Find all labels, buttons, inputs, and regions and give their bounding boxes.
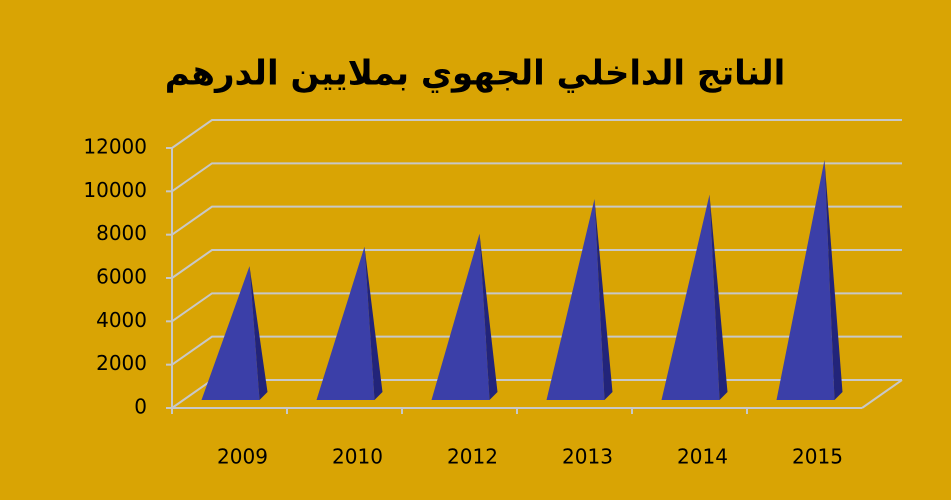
pyramid-side [479,233,498,400]
grid-line [171,292,902,323]
y-tick-label: 4000 [96,308,147,332]
pyramid-face [316,246,375,400]
x-tick-label: 2009 [217,445,268,469]
x-tick-label: 2010 [332,445,383,469]
pyramid [316,246,383,400]
pyramid [661,194,728,400]
grid-line [171,119,902,149]
pyramid-side [824,160,843,400]
pyramid-face [431,233,490,400]
pyramid [431,233,498,400]
pyramid [201,266,268,400]
chart-title: الناتج الداخلي الجهوي بملايين الدرهم [165,54,786,94]
pyramid-side [594,199,613,400]
pyramid-side [249,266,268,400]
pyramid-face [546,199,605,400]
pyramid-face [776,160,835,400]
x-tick-label: 2014 [677,445,728,469]
grid-line [171,205,902,236]
pyramid-face [201,266,260,400]
y-tick-label: 8000 [96,221,147,245]
pyramid [776,160,843,400]
y-tick-label: 2000 [96,351,147,375]
x-tick-label: 2012 [447,445,498,469]
x-tick-label: 2015 [792,445,843,469]
pyramid-face [661,194,720,400]
pyramid-side [709,194,728,400]
x-tick-label: 2013 [562,445,613,469]
floor-edge [861,379,903,409]
y-tick-label: 12000 [83,135,147,159]
grid-line [171,162,902,193]
y-tick-label: 0 [134,395,147,419]
pyramid [546,199,613,400]
grid-line [171,335,902,366]
y-tick-label: 6000 [96,265,147,289]
grid-line [171,249,902,279]
pyramid-side [364,246,383,400]
y-tick-label: 10000 [83,178,147,202]
